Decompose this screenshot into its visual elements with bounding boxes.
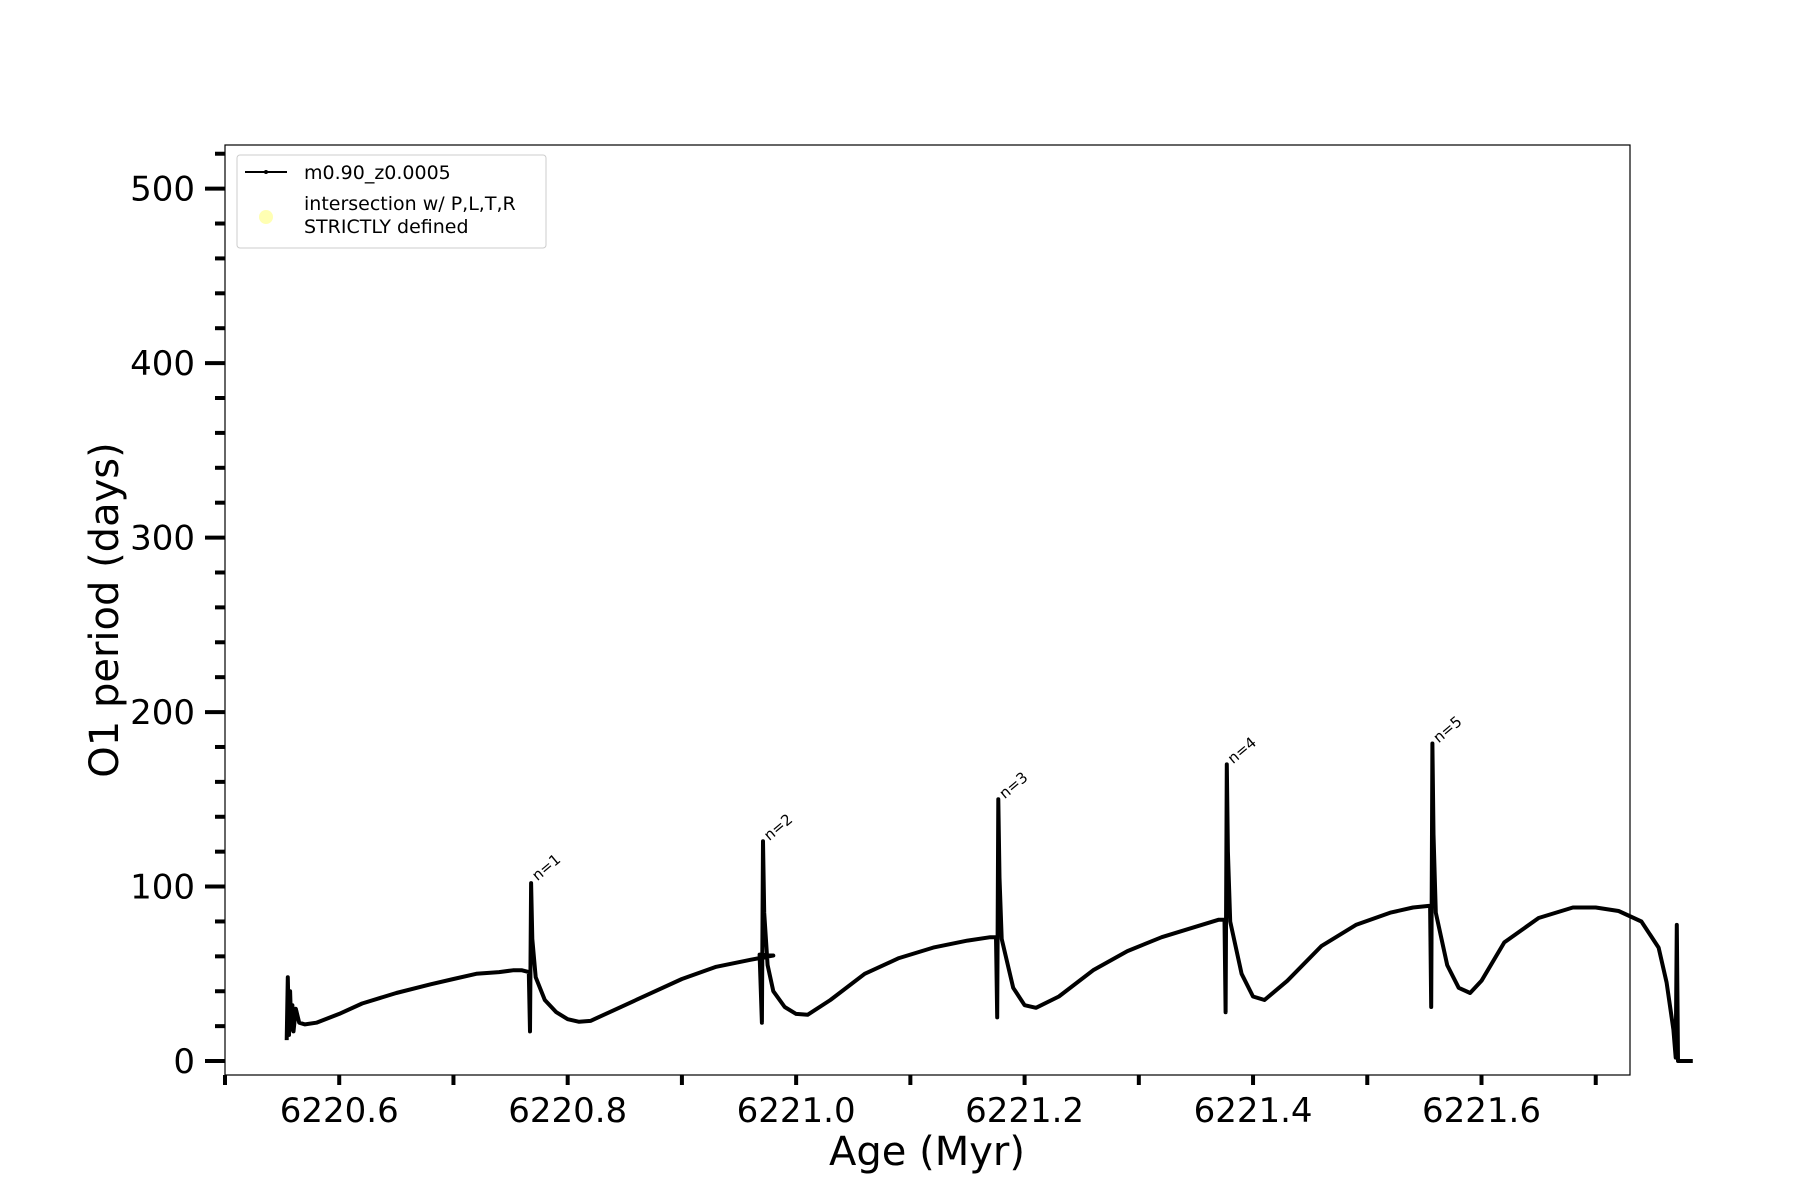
y-axis-label: O1 period (days) bbox=[82, 442, 128, 777]
series-line bbox=[284, 741, 1693, 1063]
legend: m0.90_z0.0005 intersection w/ P,L,T,R ST… bbox=[236, 154, 547, 249]
legend-box bbox=[236, 154, 547, 249]
y-tick-label: 500 bbox=[130, 170, 195, 210]
legend-label-series: m0.90_z0.0005 bbox=[304, 162, 451, 184]
x-tick-label: 6220.8 bbox=[508, 1091, 627, 1131]
legend-label-intersection: intersection w/ P,L,T,R STRICTLY defined bbox=[304, 193, 522, 238]
x-tick-label: 6220.6 bbox=[280, 1091, 399, 1131]
data-layer bbox=[284, 741, 1693, 1063]
peak-annotation: n=2 bbox=[760, 810, 796, 844]
peak-annotation: n=1 bbox=[528, 850, 564, 884]
peak-annotation: n=3 bbox=[996, 768, 1032, 802]
y-tick-label: 400 bbox=[130, 344, 195, 384]
x-tick-label: 6221.6 bbox=[1422, 1091, 1541, 1131]
y-tick-label: 300 bbox=[130, 519, 195, 559]
y-tick-label: 0 bbox=[173, 1042, 195, 1082]
x-tick-label: 6221.4 bbox=[1194, 1091, 1313, 1131]
peak-annotation: n=5 bbox=[1430, 712, 1466, 746]
y-tick-label: 100 bbox=[130, 868, 195, 908]
x-axis: 6220.6 6220.8 6221.0 6221.2 6221.4 6221.6 bbox=[223, 1075, 1598, 1131]
x-axis-label: Age (Myr) bbox=[829, 1129, 1025, 1175]
y-axis: 0 100 200 300 400 500 bbox=[130, 151, 225, 1082]
legend-marker-intersection bbox=[259, 210, 273, 224]
y-tick-label: 200 bbox=[130, 693, 195, 733]
peak-annotation: n=4 bbox=[1224, 733, 1260, 767]
x-tick-label: 6221.2 bbox=[965, 1091, 1084, 1131]
x-tick-label: 6221.0 bbox=[737, 1091, 856, 1131]
legend-line-marker bbox=[264, 170, 268, 174]
plot-frame bbox=[224, 144, 1631, 1076]
